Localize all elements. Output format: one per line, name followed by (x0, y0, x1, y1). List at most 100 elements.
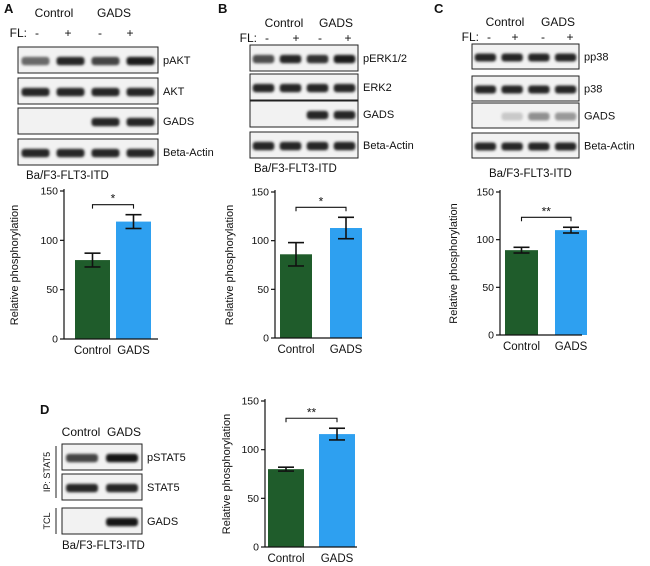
bar-gads (319, 434, 355, 547)
header-gads: GADS (107, 425, 141, 439)
band (279, 54, 302, 64)
error-bar-control (84, 252, 101, 268)
blot-gads (471, 102, 580, 129)
band (474, 142, 497, 151)
band (66, 483, 98, 493)
band (306, 110, 329, 120)
y-tick-label: 0 (488, 330, 494, 342)
x-category-control: Control (503, 341, 540, 353)
blot-akt (17, 77, 159, 105)
band (21, 148, 50, 158)
y-tick-label: 50 (247, 493, 259, 505)
band (279, 141, 302, 151)
blot-pstat5 (61, 443, 143, 471)
blot-beta-actin (17, 138, 159, 166)
bar-chart-C: 0 50 100 150 Control GADS Relative phosphoryla… (448, 187, 588, 354)
y-tick-label: 150 (40, 186, 58, 198)
header-control: Control (62, 425, 101, 439)
blot-label: Beta-Actin (584, 141, 635, 153)
bracket-line (520, 216, 572, 222)
bar-control (280, 254, 312, 338)
bar-gads (330, 228, 362, 338)
significance-bracket (285, 417, 338, 423)
header-gads: GADS (541, 15, 575, 29)
band (56, 148, 85, 158)
band (126, 148, 155, 158)
cell-line-caption: Ba/F3-FLT3-ITD (62, 540, 145, 552)
y-tick-label: 0 (52, 334, 58, 346)
band (91, 148, 120, 158)
band (554, 53, 577, 62)
bar-gads (555, 230, 587, 335)
error-bar-gads (125, 213, 142, 230)
band (91, 117, 120, 127)
side-label-ip: IP: STAT5 (42, 452, 52, 492)
band (252, 141, 275, 151)
blot-stat5 (61, 473, 143, 501)
bar-gads (116, 221, 151, 339)
blot-label: p38 (584, 84, 602, 96)
y-tick-label: 50 (257, 284, 269, 296)
fl-sign: - (35, 26, 39, 40)
x-category-gads: GADS (330, 344, 363, 356)
fl-sign: + (566, 30, 573, 44)
band (279, 83, 302, 93)
side-label-tcl: TCL (42, 512, 52, 529)
blot-p38 (471, 75, 580, 102)
blot-label: GADS (147, 516, 178, 528)
fl-sign: - (98, 26, 102, 40)
bracket-line (91, 204, 135, 209)
y-tick-label: 0 (253, 542, 259, 554)
band (501, 53, 523, 62)
blot-beta-actin (249, 131, 359, 159)
y-tick-label: 50 (482, 282, 494, 294)
bar-control (268, 469, 304, 547)
fl-sign: + (511, 30, 518, 44)
blot-label: GADS (363, 109, 394, 121)
x-category-gads: GADS (555, 341, 588, 353)
significance-stars: * (319, 194, 324, 208)
blot-label: GADS (163, 116, 194, 128)
blot-gads (61, 507, 143, 535)
blot-label: pAKT (163, 55, 191, 67)
band (106, 453, 138, 463)
y-tick-label: 0 (263, 333, 269, 345)
header-control: Control (486, 15, 525, 29)
band (306, 54, 329, 64)
bar-control (505, 250, 538, 335)
band (252, 83, 275, 93)
cell-line-caption: Ba/F3-FLT3-ITD (489, 168, 572, 180)
y-tick-label: 100 (241, 444, 259, 456)
fl-label: FL: (462, 30, 479, 44)
band (252, 54, 275, 64)
y-tick-label: 50 (46, 284, 58, 296)
y-axis-label: Relative phosphorylation (9, 205, 21, 325)
blot-erk2 (249, 73, 359, 101)
blot-label: pSTAT5 (147, 452, 186, 464)
x-category-control: Control (277, 344, 314, 356)
y-axis-label: Relative phosphorylation (224, 205, 236, 325)
header-control: Control (35, 6, 74, 20)
band (306, 141, 329, 151)
fl-sign: + (292, 31, 299, 45)
x-category-gads: GADS (321, 553, 354, 565)
fl-sign: - (318, 31, 322, 45)
band (66, 453, 98, 463)
y-axis-label: Relative phosphorylation (448, 203, 460, 323)
significance-stars: ** (542, 204, 552, 218)
blot-label: GADS (584, 111, 615, 123)
significance-bracket (520, 216, 572, 222)
blot-gads (17, 107, 159, 135)
band (333, 54, 356, 64)
panel-label: B (218, 1, 227, 16)
x-category-control: Control (74, 345, 111, 357)
band (554, 85, 577, 94)
error-bar-control (278, 466, 294, 472)
blot-label: pERK1/2 (363, 53, 407, 65)
fl-sign: + (64, 26, 71, 40)
band (56, 56, 85, 66)
bracket-line (295, 206, 347, 212)
band (21, 56, 50, 66)
y-tick-label: 100 (40, 235, 58, 247)
band (91, 56, 120, 66)
